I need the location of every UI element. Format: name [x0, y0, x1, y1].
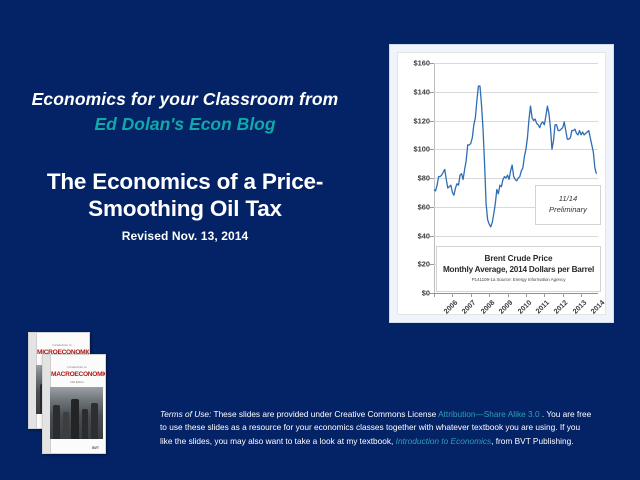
chart-y-tick-label: $40	[417, 231, 430, 240]
book-edition: Fifth Edition	[70, 381, 84, 384]
book-title-microeconomics: MICROECONOMICS	[37, 349, 90, 356]
chart-plot-frame: $0 $20 $40 $60 $80 $100 $120 $140 $160 2006 2007 2…	[397, 52, 607, 316]
textbook-link[interactable]: Introduction to Economics	[395, 435, 492, 446]
chart-y-tick	[430, 235, 434, 237]
chart-annotation-preliminary: 11/14 Preliminary	[535, 185, 601, 225]
chart-y-tick-label: $80	[417, 173, 430, 183]
kicker-line-1: Economics for your Classroom from	[31, 89, 339, 109]
chart-y-tick	[430, 293, 434, 294]
book-intro-label: Introduction to	[67, 366, 87, 369]
terms-text-2: . You are free to use these slides as a …	[160, 409, 592, 446]
book-cover-macroeconomics: Introduction to MACROECONOMICS Fifth Edi…	[42, 354, 106, 454]
chart-caption-box: Brent Crude Price Monthly Average, 2014 …	[436, 246, 601, 292]
textbook-cover-group: Introduction to MICROECONOMICS Fifth Edi…	[18, 332, 106, 454]
book-intro-label: Introduction to	[52, 344, 72, 347]
chart-y-tick-label: $140	[413, 87, 430, 97]
chart-y-tick-label: $0	[421, 288, 430, 298]
chart-subtitle: Monthly Average, 2014 Dollars per Barrel	[442, 265, 595, 274]
chart-x-tick	[452, 293, 454, 297]
chart-series-path	[433, 85, 598, 228]
chart-y-tick	[430, 149, 434, 151]
chart-gridline	[434, 206, 598, 208]
chart-gridline	[434, 235, 598, 237]
chart-y-tick	[430, 91, 434, 93]
chart-gridline	[434, 178, 598, 179]
terms-text-3: , from BVT Publishing.	[491, 435, 574, 446]
chart-y-tick	[430, 178, 434, 179]
chart-x-tick	[434, 293, 435, 297]
chart-y-tick-label: $60	[417, 202, 430, 212]
chart-plot-area: $0 $20 $40 $60 $80 $100 $120 $140 $160 2006 2007 2…	[398, 53, 607, 316]
chart-gridline	[434, 63, 598, 64]
book-cover-photo	[50, 387, 103, 439]
revised-date: Revised Nov. 13, 2014	[121, 228, 249, 243]
chart-x-tick	[581, 293, 583, 297]
chart-x-tick	[544, 293, 546, 297]
chart-x-tick	[489, 293, 491, 297]
chart-y-tick-label: $100	[413, 144, 430, 154]
license-link[interactable]: Attribution—Share Alike 3.0	[438, 409, 540, 419]
annotation-line-1: 11/14	[558, 194, 578, 203]
terms-label: Terms of Use:	[160, 409, 212, 419]
terms-text-1: These slides are provided under Creative…	[211, 409, 439, 419]
book-publisher-logo: BVT	[92, 446, 99, 450]
chart-y-tick	[430, 264, 434, 266]
page-title-line-2: Smoothing Oil Tax	[88, 196, 282, 222]
chart-gridline	[434, 120, 598, 122]
chart-title: Brent Crude Price	[484, 254, 553, 263]
chart-y-tick	[430, 206, 434, 208]
chart-gridline	[434, 149, 598, 151]
kicker-line-2: Ed Dolan's Econ Blog	[94, 114, 276, 135]
chart-x-tick	[470, 293, 472, 297]
chart-y-tick	[430, 63, 434, 64]
chart-x-tick	[507, 293, 509, 297]
chart-y-tick	[430, 120, 434, 122]
page-title-line-1: The Economics of a Price-	[46, 169, 324, 194]
book-title-macroeconomics: MACROECONOMICS	[51, 371, 105, 378]
annotation-line-2: Preliminary	[549, 205, 587, 215]
chart-x-tick	[562, 293, 564, 297]
chart-source: P141109-1a Source: Energy Information Ag…	[471, 277, 566, 282]
slide-title-block: The Economics of a Price- Smoothing Oil …	[0, 168, 370, 243]
chart-gridline	[434, 91, 598, 93]
chart-x-tick	[525, 293, 527, 297]
chart-y-tick-label: $20	[417, 259, 430, 269]
slide-header: Economics for your Classroom from Ed Dol…	[0, 88, 370, 138]
terms-of-use: Terms of Use: These slides are provided …	[160, 408, 592, 448]
chart-y-tick-label: $160	[413, 58, 430, 68]
chart-y-tick-label: $120	[413, 116, 430, 125]
chart-panel: $0 $20 $40 $60 $80 $100 $120 $140 $160 2006 2007 2…	[389, 44, 614, 323]
chart-line-brent-crude	[433, 85, 598, 228]
chart-gridline	[434, 293, 598, 294]
